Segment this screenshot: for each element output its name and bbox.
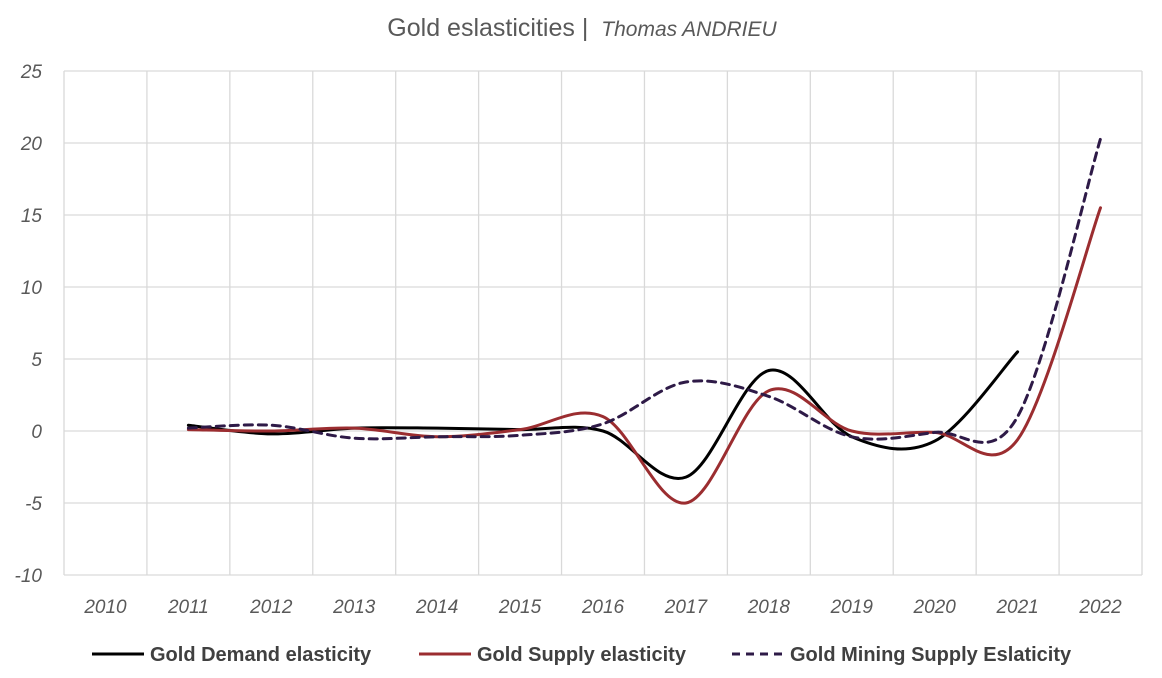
y-axis-tick-labels: -10 -5 0 5 10 15 20 25 bbox=[15, 62, 43, 587]
chart-title-main: Gold eslasticities | bbox=[387, 14, 595, 42]
series-line-gold-supply-elasticity bbox=[186, 206, 1102, 505]
y-tick-label: 5 bbox=[31, 350, 42, 371]
x-tick-label: 2011 bbox=[167, 597, 209, 618]
chart-title-subtitle: Thomas ANDRIEU bbox=[601, 18, 777, 41]
y-tick-label: -5 bbox=[25, 494, 42, 515]
x-tick-label: 2013 bbox=[332, 597, 376, 618]
x-tick-label: 2015 bbox=[498, 597, 542, 618]
x-tick-label: 2021 bbox=[995, 597, 1038, 618]
series-lines bbox=[186, 137, 1102, 505]
x-tick-label: 2017 bbox=[664, 597, 709, 618]
chart-title: Gold eslasticities | Thomas ANDRIEU bbox=[387, 14, 777, 42]
x-tick-label: 2022 bbox=[1078, 597, 1122, 618]
y-tick-label: -10 bbox=[15, 566, 43, 587]
y-tick-label: 15 bbox=[21, 206, 43, 227]
legend-label: Gold Supply elasticity bbox=[477, 644, 687, 666]
x-tick-label: 2019 bbox=[830, 597, 874, 618]
series-line-gold-mining-supply-eslaticity bbox=[186, 137, 1102, 444]
x-axis-tick-labels: 2010 2011 2012 2013 2014 2015 2016 2017 2018 2019… bbox=[83, 597, 1122, 618]
grid-lines bbox=[63, 70, 1143, 576]
y-tick-label: 25 bbox=[20, 62, 43, 83]
legend-label: Gold Demand elasticity bbox=[150, 644, 372, 666]
x-tick-label: 2016 bbox=[581, 597, 625, 618]
x-tick-label: 2010 bbox=[83, 597, 127, 618]
x-tick-label: 2020 bbox=[913, 597, 957, 618]
y-tick-label: 20 bbox=[20, 134, 43, 155]
x-tick-label: 2018 bbox=[747, 597, 791, 618]
legend-label: Gold Mining Supply Eslaticity bbox=[790, 644, 1072, 666]
x-tick-label: 2014 bbox=[415, 597, 458, 618]
x-tick-label: 2012 bbox=[249, 597, 293, 618]
y-tick-label: 10 bbox=[21, 278, 43, 299]
legend: Gold Demand elasticity Gold Supply elasti… bbox=[92, 644, 1072, 666]
y-tick-label: 0 bbox=[31, 422, 42, 443]
